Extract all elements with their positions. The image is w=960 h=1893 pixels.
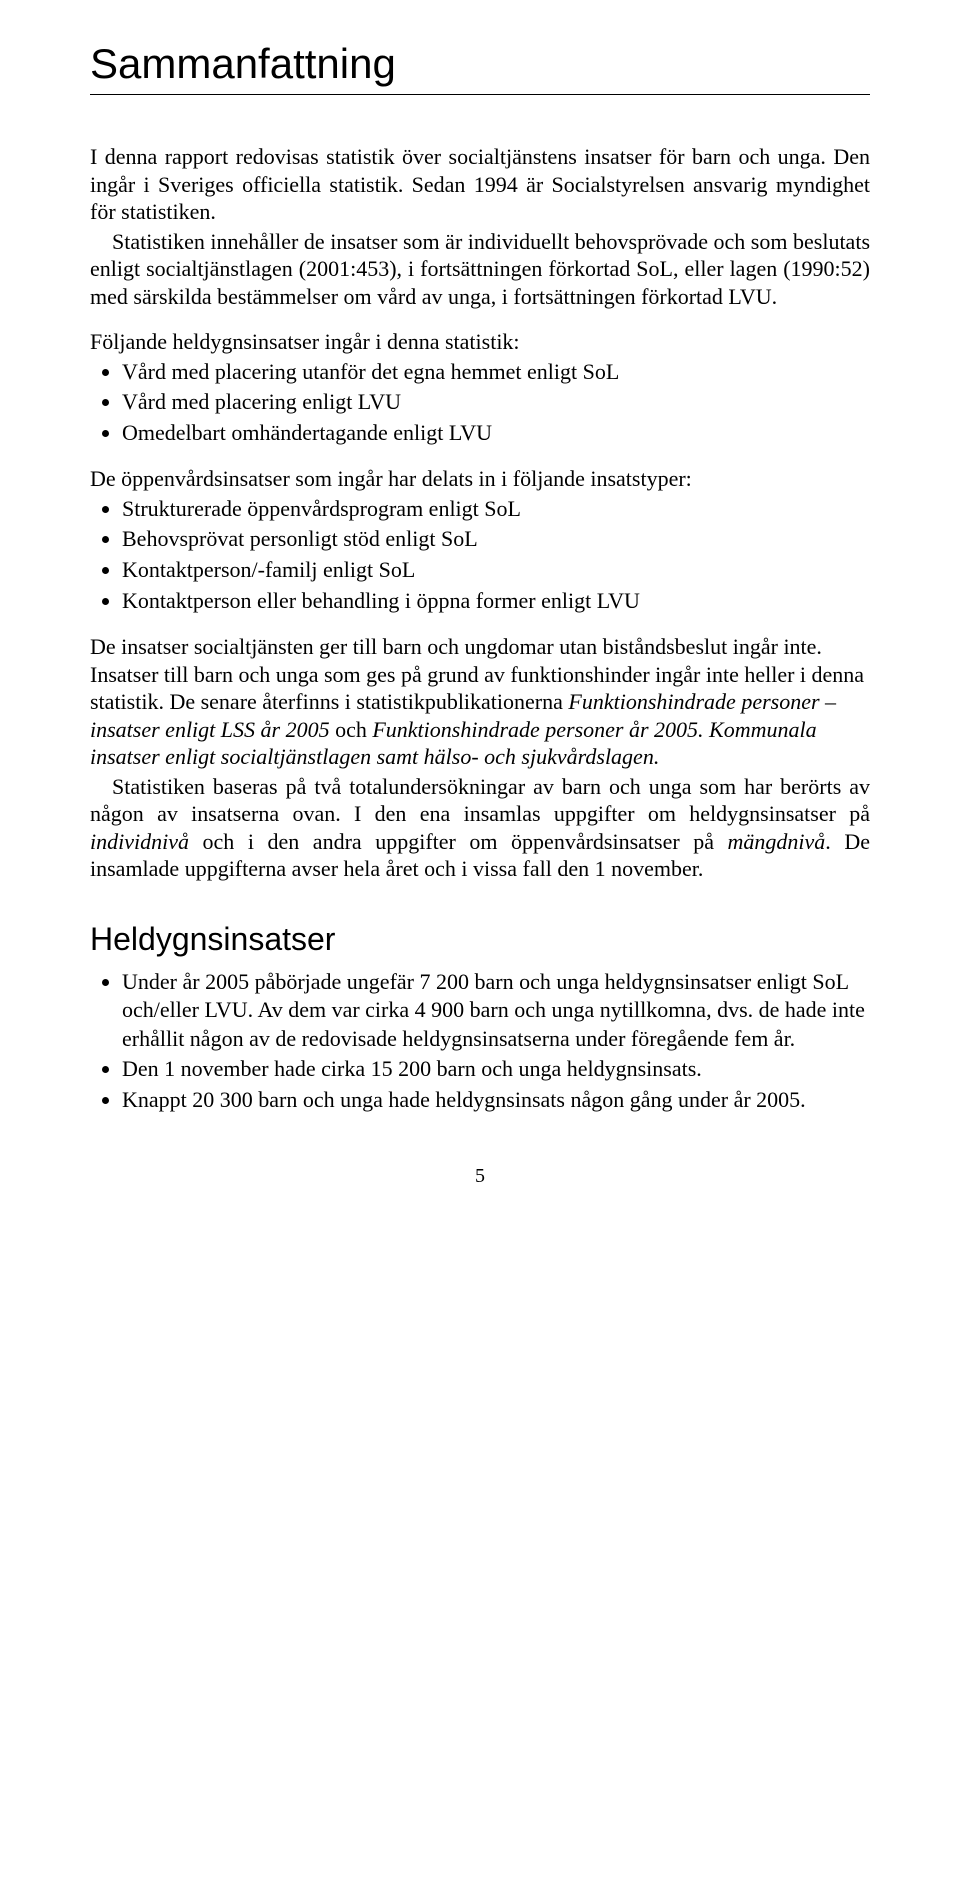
section2-list: Under år 2005 påbörjade ungefär 7 200 ba… — [90, 968, 870, 1115]
paragraph-3: De insatser socialtjänsten ger till barn… — [90, 633, 870, 771]
section-heldygnsinsatser-title: Heldygnsinsatser — [90, 921, 870, 958]
intro-paragraph-2: Statistiken innehåller de insatser som ä… — [90, 228, 870, 311]
list2-lead: De öppenvårdsinsatser som ingår har dela… — [90, 465, 870, 493]
list-item: Kontaktperson eller behandling i öppna f… — [122, 587, 870, 616]
list1-lead: Följande heldygnsinsatser ingår i denna … — [90, 328, 870, 356]
heldygns-list: Vård med placering utanför det egna hemm… — [90, 358, 870, 448]
list-item: Knappt 20 300 barn och unga hade heldygn… — [122, 1086, 870, 1115]
list-item: Vård med placering enligt LVU — [122, 388, 870, 417]
paragraph-4: Statistiken baseras på två totalundersök… — [90, 773, 870, 883]
oppenvard-list: Strukturerade öppenvårdsprogram enligt S… — [90, 495, 870, 615]
list-item: Kontaktperson/-familj enligt SoL — [122, 556, 870, 585]
intro-paragraph-1: I denna rapport redovisas statistik över… — [90, 143, 870, 226]
list-item: Under år 2005 påbörjade ungefär 7 200 ba… — [122, 968, 870, 1054]
document-page: Sammanfattning I denna rapport redovisas… — [0, 0, 960, 1248]
list-item: Behovsprövat personligt stöd enligt SoL — [122, 525, 870, 554]
list-item: Den 1 november hade cirka 15 200 barn oc… — [122, 1055, 870, 1084]
page-title: Sammanfattning — [90, 40, 870, 95]
list-item: Omedelbart omhändertagande enligt LVU — [122, 419, 870, 448]
list-item: Vård med placering utanför det egna hemm… — [122, 358, 870, 387]
page-number: 5 — [90, 1165, 870, 1188]
list-item: Strukturerade öppenvårdsprogram enligt S… — [122, 495, 870, 524]
